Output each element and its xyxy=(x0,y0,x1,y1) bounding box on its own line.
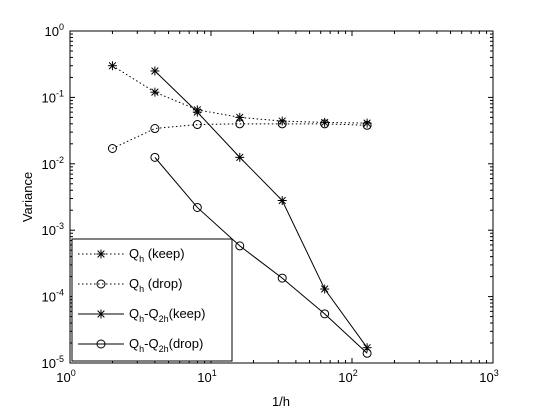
series-3 xyxy=(150,66,372,353)
y-tick-label-exponent: -4 xyxy=(56,288,64,298)
y-tick-label: 10-5 xyxy=(42,354,64,371)
series-layer xyxy=(107,61,372,358)
y-tick-label-base: 10 xyxy=(42,356,56,371)
legend-entry-part: h xyxy=(139,284,144,294)
data-point xyxy=(150,124,160,134)
data-point xyxy=(235,112,245,122)
x-axis-label: 1/h xyxy=(272,394,290,409)
data-point xyxy=(235,152,245,162)
legend-entry-part: Q xyxy=(129,306,139,321)
legend-marker xyxy=(96,339,106,349)
data-point xyxy=(192,202,202,212)
y-tick-label-exponent: 0 xyxy=(59,22,64,32)
y-tick-label-base: 10 xyxy=(42,290,56,305)
y-tick-label-base: 10 xyxy=(42,90,56,105)
star-stroke xyxy=(108,61,117,70)
y-tick-label-base: 10 xyxy=(45,24,59,39)
x-tick-label-base: 10 xyxy=(197,370,211,385)
data-point xyxy=(150,152,160,162)
legend-entry-part: Q xyxy=(129,246,139,261)
star-stroke xyxy=(151,67,159,75)
legend-entry-part: h xyxy=(139,254,144,264)
star-stroke xyxy=(236,153,244,162)
x-tick-label-exponent: 2 xyxy=(353,368,358,378)
data-point xyxy=(320,119,330,129)
legend-entry-part: (keep) xyxy=(169,306,206,321)
legend-entry-part: (keep) xyxy=(144,246,184,261)
y-axis-label: Variance xyxy=(20,172,35,222)
star-stroke xyxy=(236,113,244,122)
legend-entry: Qh-Q2h(drop) xyxy=(129,336,203,354)
legend-entry-part: 2h xyxy=(159,314,169,324)
star-stroke xyxy=(97,250,105,258)
data-point xyxy=(192,107,202,117)
legend-marker xyxy=(96,279,106,289)
y-tick-label-exponent: -3 xyxy=(56,221,64,231)
x-tick-label: 100 xyxy=(56,368,75,385)
star-stroke xyxy=(193,108,202,116)
y-tick-label: 10-3 xyxy=(42,221,64,238)
y-tick-label-exponent: -5 xyxy=(56,354,64,364)
y-tick-label: 100 xyxy=(45,22,64,39)
data-point xyxy=(362,120,372,130)
legend-entry: Qh (drop) xyxy=(129,276,182,294)
data-point xyxy=(320,309,330,319)
data-point xyxy=(235,119,245,129)
x-tick-label: 103 xyxy=(479,368,498,385)
data-point xyxy=(235,241,245,251)
data-point xyxy=(277,273,287,283)
star-stroke xyxy=(278,196,286,205)
y-tick-label: 10-2 xyxy=(42,155,64,172)
data-point xyxy=(277,119,287,129)
x-tick-label-base: 10 xyxy=(338,370,352,385)
x-tick-label-exponent: 0 xyxy=(71,368,76,378)
legend-entry-part: (drop) xyxy=(144,276,182,291)
x-tick-label: 102 xyxy=(338,368,357,385)
series-line xyxy=(154,157,368,354)
data-point xyxy=(362,348,372,358)
data-point xyxy=(320,284,330,294)
y-tick-label: 10-4 xyxy=(42,288,64,305)
y-tick-label-base: 10 xyxy=(42,223,56,238)
legend-entry-part: Q xyxy=(129,276,139,291)
series-4 xyxy=(150,152,372,358)
y-tick-label: 10-1 xyxy=(42,88,64,105)
y-tick-label-exponent: -1 xyxy=(56,88,64,98)
x-tick-label: 101 xyxy=(197,368,216,385)
data-point xyxy=(107,61,117,71)
legend-marker xyxy=(96,249,106,259)
data-point xyxy=(277,196,287,206)
legend-marker xyxy=(96,309,106,319)
star-stroke xyxy=(97,310,105,318)
legend-entry-part: -Q xyxy=(144,336,158,351)
data-point xyxy=(150,87,160,97)
x-tick-label-base: 10 xyxy=(479,370,493,385)
legend: Qh (keep)Qh (drop)Qh-Q2h(keep)Qh-Q2h(dro… xyxy=(71,238,233,362)
y-tick-label-base: 10 xyxy=(42,157,56,172)
legend-entry-part: (drop) xyxy=(169,336,204,351)
x-tick-label-base: 10 xyxy=(56,370,70,385)
legend-entry-part: Q xyxy=(129,336,139,351)
legend-entry: Qh-Q2h(keep) xyxy=(129,306,205,324)
x-tick-label-exponent: 1 xyxy=(212,368,217,378)
data-point xyxy=(192,120,202,130)
legend-entry-part: h xyxy=(139,314,144,324)
legend-entry: Qh (keep) xyxy=(129,246,185,264)
series-line xyxy=(154,70,368,348)
legend-entry-part: -Q xyxy=(144,306,158,321)
x-tick-label-exponent: 3 xyxy=(494,368,499,378)
star-stroke xyxy=(151,88,159,96)
star-stroke xyxy=(320,285,329,293)
data-point xyxy=(107,143,117,153)
series-2 xyxy=(107,119,372,153)
legend-entry-part: h xyxy=(139,344,144,354)
series-line xyxy=(112,123,368,149)
y-tick-label-exponent: -2 xyxy=(56,155,64,165)
data-point xyxy=(150,66,160,76)
legend-entry-part: 2h xyxy=(159,344,169,354)
